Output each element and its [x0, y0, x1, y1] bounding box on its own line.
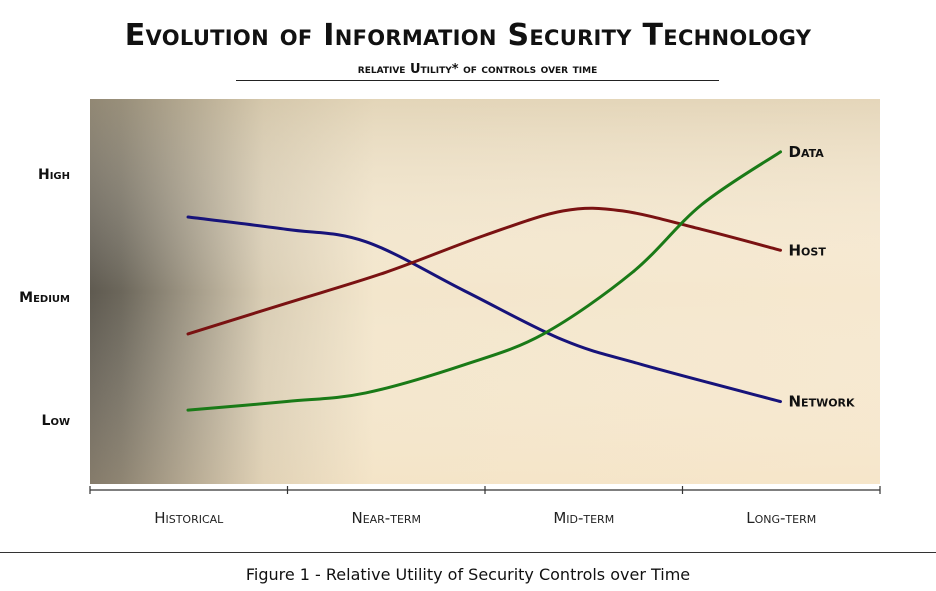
plot-background-shade	[90, 99, 880, 484]
series-line-data	[186, 150, 782, 412]
x-tick-label: Historical	[154, 509, 224, 527]
y-axis-labels: High Medium Low	[19, 167, 70, 429]
x-tick-label: Long-term	[746, 509, 816, 527]
series-lines	[186, 150, 782, 412]
figure-caption: Figure 1 - Relative Utility of Security …	[245, 565, 691, 584]
chart-subtitle: relative Utility* of controls over time	[236, 62, 719, 81]
y-tick-label: High	[38, 167, 70, 183]
x-tick-label: Near-term	[351, 509, 421, 527]
series-label-data: Data	[789, 143, 825, 161]
series-labels: Network Host Data	[789, 143, 856, 411]
series-line-host	[186, 206, 782, 336]
y-tick-label: Medium	[19, 290, 70, 306]
x-axis	[89, 486, 881, 494]
x-axis-labels: Historical Near-term Mid-term Long-term	[154, 509, 816, 527]
series-line-network	[186, 215, 782, 404]
y-tick-label: Low	[42, 413, 70, 429]
series-label-network: Network	[789, 393, 856, 411]
caption-divider	[0, 552, 936, 553]
series-label-host: Host	[789, 241, 827, 259]
chart-title: Evolution of Information Security Techno…	[124, 18, 812, 53]
x-tick-label: Mid-term	[553, 509, 614, 527]
